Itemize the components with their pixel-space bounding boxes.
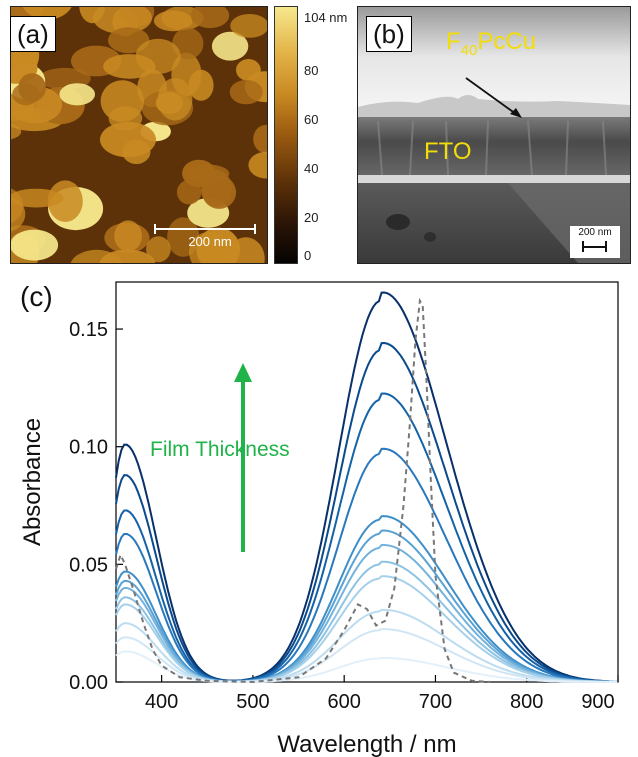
afm-grain [236,59,261,81]
absorbance-series-line [115,291,618,683]
panel-a-label: (a) [10,16,56,52]
afm-scalebar-cap-left [154,224,156,234]
absorbance-series-line [115,575,618,683]
x-tick-label: 400 [145,691,178,713]
y-tick-label: 0.10 [69,437,108,459]
x-tick-label: 800 [510,691,543,713]
film-label-main: F [446,28,461,55]
afm-scalebar-label: 200 nm [188,234,232,249]
afm-grain [11,188,64,208]
y-axis-title: Absorbance [19,418,46,546]
sem-scalebar-cap-right [605,241,607,252]
afm-grain [11,229,59,261]
afm-grain [11,123,22,140]
x-tick-label: 700 [419,691,452,713]
x-tick-label: 600 [327,691,360,713]
colorbar-tick-0: 0 [304,248,312,263]
height-colorbar [274,6,298,264]
thickness-arrow [234,363,252,552]
film-thickness-annotation: Film Thickness [150,438,290,461]
afm-grain [103,54,156,79]
afm-grain [146,236,171,263]
sem-scalebar-label: 200 nm [578,227,612,238]
afm-grain [59,83,95,106]
afm-grain [18,73,46,102]
afm-grain [200,169,232,207]
afm-grain [248,151,267,179]
afm-scalebar [154,228,256,230]
afm-grain [11,196,26,232]
x-axis-title: Wavelength / nm [277,731,456,757]
afm-scalebar-cap-right [254,224,256,234]
reference-dashed-line [115,297,491,684]
afm-grain [157,78,193,121]
colorbar-tick-40: 40 [304,161,319,176]
absorbance-series [115,291,618,683]
sem-scalebar-line [582,246,606,248]
fto-label: FTO [424,138,472,165]
afm-grain [211,31,249,61]
colorbar-tick-20: 20 [304,210,319,225]
y-tick-label: 0.00 [69,672,108,694]
afm-grain [176,180,202,205]
y-tick-label: 0.15 [69,319,108,341]
afm-grain [188,69,214,101]
afm-grain [253,124,267,154]
panel-c-label: (c) [20,281,53,312]
x-tick-label: 900 [581,691,614,713]
afm-grain [229,79,263,105]
y-tick-label: 0.05 [69,554,108,576]
absorbance-chart: (c) 0.000.050.100.15 400 500 600 700 800 900 … [19,281,619,757]
plot-frame [115,281,619,683]
afm-grain [114,220,142,252]
afm-grain [70,249,123,263]
afm-grain [189,232,230,263]
absorbance-series-line [115,341,618,683]
afm-height-image [10,6,268,264]
sem-scalebar-box: 200 nm [570,226,620,258]
colorbar-tick-104: 104 nm [304,10,348,25]
y-axis-ticks: 0.00 0.05 0.10 0.15 [69,319,123,694]
afm-grain [153,10,193,32]
film-label-subscript: 40 [460,41,478,59]
sem-scalebar-cap-left [582,241,584,252]
afm-grain [100,80,144,122]
afm-texture [11,7,267,263]
afm-grain [230,14,267,38]
absorbance-series-line [115,447,618,683]
afm-grain [190,7,230,29]
afm-grain [79,7,106,24]
x-tick-label: 500 [236,691,269,713]
colorbar-tick-60: 60 [304,112,319,127]
film-pointer-arrow [465,77,522,118]
afm-grain [47,180,83,222]
afm-grain [100,121,156,158]
afm-grain [172,27,204,60]
x-axis-ticks: 400 500 600 700 800 900 [145,675,619,713]
film-label-rest: PcCu [477,28,537,55]
absorbance-series-line [115,392,618,683]
panel-b-label: (b) [366,16,412,52]
afm-grain [93,7,152,34]
film-material-label: F40PcCu [446,28,536,59]
afm-grain [226,237,265,263]
afm-grain [108,27,150,54]
colorbar-tick-80: 80 [304,63,319,78]
